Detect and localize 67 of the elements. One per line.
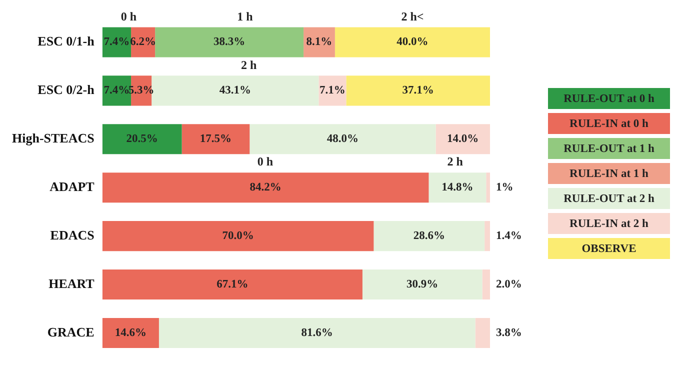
data-label: 81.6%: [301, 326, 333, 339]
annotation: 2 h: [447, 154, 464, 169]
data-label: 48.0%: [326, 133, 359, 146]
data-label: 7.4%: [104, 36, 130, 48]
bar: [374, 221, 485, 252]
bar: [362, 269, 482, 300]
y-tick-label: High-STEACS: [12, 130, 94, 146]
bar: [334, 27, 490, 58]
bar: [486, 172, 490, 203]
data-label: 2.0%: [496, 278, 522, 290]
data-label: 17.5%: [200, 133, 232, 146]
bar: [102, 318, 159, 348]
bar: [102, 124, 182, 154]
bar: [428, 172, 486, 203]
bar: [102, 172, 429, 203]
text: RULE-OUT at 1 h: [548, 138, 670, 159]
bar: [102, 269, 362, 300]
bar: [475, 318, 490, 348]
data-label: 30.9%: [406, 278, 438, 290]
annotation: 0 h: [120, 9, 137, 24]
text: RULE-IN at 2 h: [548, 213, 670, 234]
text: RULE-IN at 0 h: [548, 113, 670, 134]
data-label: 84.2%: [250, 182, 282, 194]
data-label: 8.1%: [306, 36, 332, 48]
y-tick-label: ESC 0/2-h: [38, 82, 96, 98]
data-label: 7.4%: [104, 84, 130, 97]
annotation: 2 h<: [401, 9, 424, 24]
annotation: 1 h: [237, 9, 254, 24]
annotation: 2 h: [241, 58, 258, 72]
data-label: 1%: [496, 182, 514, 194]
bar: [346, 76, 490, 106]
annotation: 0 h: [257, 154, 274, 169]
text: OBSERVE: [548, 238, 670, 259]
data-label: 3.8%: [496, 326, 522, 339]
bar: [250, 124, 436, 154]
data-label: 37.1%: [402, 84, 434, 97]
data-label: 70.0%: [222, 230, 254, 242]
bar: [102, 27, 132, 58]
text: RULE-OUT at 0 h: [548, 88, 670, 109]
data-label: 43.1%: [219, 84, 251, 97]
y-tick-label: EDACS: [50, 227, 94, 242]
bar: [152, 76, 319, 106]
bar: [484, 221, 490, 252]
data-label: 38.3%: [214, 36, 246, 48]
data-label: 1.4%: [496, 230, 522, 242]
bar: [482, 269, 490, 300]
data-label: 20.5%: [126, 133, 158, 146]
y-tick-label: GRACE: [47, 324, 94, 340]
data-label: 14.0%: [447, 133, 479, 146]
y-tick-label: HEART: [48, 276, 95, 291]
bar: [318, 76, 346, 106]
bar: [102, 221, 374, 252]
data-label: 7.1%: [319, 84, 346, 97]
bar: [182, 124, 250, 154]
text: RULE-OUT at 2 h: [548, 188, 670, 209]
bar: [304, 27, 335, 58]
text: RULE-IN at 1 h: [548, 163, 670, 184]
data-label: 67.1%: [216, 278, 248, 290]
bar: [158, 318, 476, 348]
data-label: 40.0%: [396, 36, 428, 48]
bar: [155, 27, 304, 58]
data-label: 14.8%: [442, 182, 474, 194]
y-tick-label: ESC 0/1-h: [38, 34, 96, 49]
data-label: 28.6%: [413, 230, 445, 242]
y-tick-label: ADAPT: [50, 178, 95, 194]
data-label: 14.6%: [114, 326, 146, 339]
bar: [436, 124, 490, 154]
